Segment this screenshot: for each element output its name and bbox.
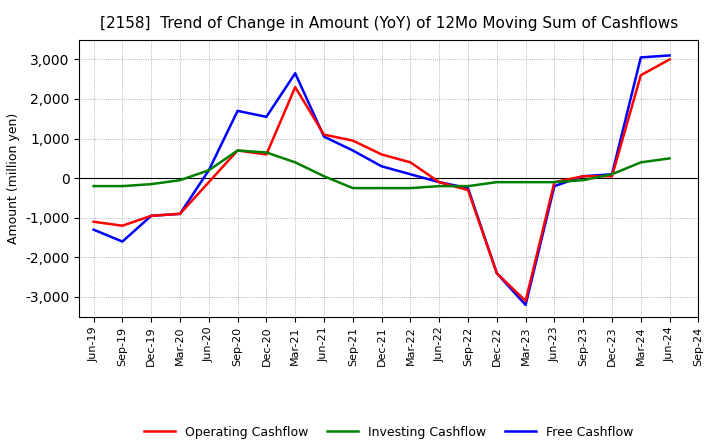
Operating Cashflow	[608, 173, 616, 179]
Free Cashflow	[636, 55, 645, 60]
Legend: Operating Cashflow, Investing Cashflow, Free Cashflow: Operating Cashflow, Investing Cashflow, …	[139, 421, 639, 440]
Line: Operating Cashflow: Operating Cashflow	[94, 59, 670, 301]
Free Cashflow	[492, 271, 501, 276]
Investing Cashflow	[550, 180, 559, 185]
Operating Cashflow	[550, 180, 559, 185]
Operating Cashflow	[147, 213, 156, 218]
Free Cashflow	[435, 180, 444, 185]
Free Cashflow	[464, 185, 472, 191]
Free Cashflow	[233, 108, 242, 114]
Investing Cashflow	[377, 185, 386, 191]
Operating Cashflow	[233, 148, 242, 153]
Investing Cashflow	[233, 148, 242, 153]
Operating Cashflow	[665, 57, 674, 62]
Investing Cashflow	[262, 150, 271, 155]
Operating Cashflow	[348, 138, 357, 143]
Operating Cashflow	[521, 298, 530, 304]
Free Cashflow	[348, 148, 357, 153]
Free Cashflow	[118, 239, 127, 244]
Y-axis label: Amount (million yen): Amount (million yen)	[6, 113, 19, 244]
Investing Cashflow	[665, 156, 674, 161]
Investing Cashflow	[291, 160, 300, 165]
Free Cashflow	[550, 183, 559, 189]
Operating Cashflow	[204, 180, 213, 185]
Investing Cashflow	[435, 183, 444, 189]
Investing Cashflow	[118, 183, 127, 189]
Investing Cashflow	[492, 180, 501, 185]
Operating Cashflow	[435, 180, 444, 185]
Investing Cashflow	[147, 181, 156, 187]
Investing Cashflow	[521, 180, 530, 185]
Operating Cashflow	[492, 271, 501, 276]
Operating Cashflow	[118, 223, 127, 228]
Operating Cashflow	[262, 152, 271, 157]
Free Cashflow	[204, 168, 213, 173]
Free Cashflow	[377, 164, 386, 169]
Operating Cashflow	[406, 160, 415, 165]
Free Cashflow	[320, 134, 328, 139]
Investing Cashflow	[176, 177, 184, 183]
Free Cashflow	[521, 302, 530, 308]
Line: Free Cashflow: Free Cashflow	[94, 55, 670, 305]
Operating Cashflow	[291, 84, 300, 90]
Line: Investing Cashflow: Investing Cashflow	[94, 150, 670, 188]
Free Cashflow	[579, 173, 588, 179]
Operating Cashflow	[579, 173, 588, 179]
Investing Cashflow	[348, 185, 357, 191]
Free Cashflow	[608, 172, 616, 177]
Free Cashflow	[406, 172, 415, 177]
Free Cashflow	[176, 211, 184, 216]
Operating Cashflow	[176, 211, 184, 216]
Investing Cashflow	[579, 177, 588, 183]
Title: [2158]  Trend of Change in Amount (YoY) of 12Mo Moving Sum of Cashflows: [2158] Trend of Change in Amount (YoY) o…	[99, 16, 678, 32]
Investing Cashflow	[608, 172, 616, 177]
Free Cashflow	[89, 227, 98, 232]
Free Cashflow	[665, 53, 674, 58]
Operating Cashflow	[320, 132, 328, 137]
Free Cashflow	[147, 213, 156, 218]
Investing Cashflow	[464, 183, 472, 189]
Operating Cashflow	[636, 73, 645, 78]
Free Cashflow	[291, 70, 300, 76]
Operating Cashflow	[89, 219, 98, 224]
Free Cashflow	[262, 114, 271, 119]
Operating Cashflow	[464, 187, 472, 193]
Investing Cashflow	[320, 173, 328, 179]
Investing Cashflow	[406, 185, 415, 191]
Investing Cashflow	[89, 183, 98, 189]
Investing Cashflow	[636, 160, 645, 165]
Investing Cashflow	[204, 168, 213, 173]
Operating Cashflow	[377, 152, 386, 157]
